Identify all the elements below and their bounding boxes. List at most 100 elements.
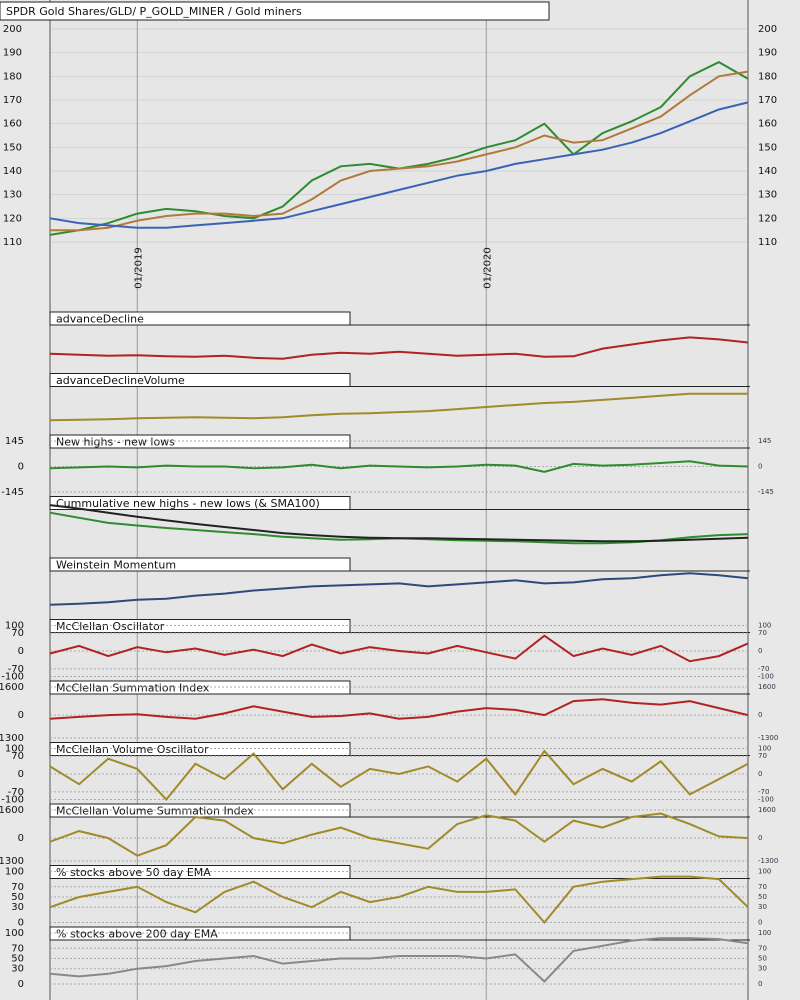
y-tick-label-right: 30: [758, 903, 767, 911]
y-tick-label: 0: [18, 833, 24, 844]
y-tick-label: 180: [3, 71, 22, 82]
y-tick-label: -145: [1, 487, 24, 498]
y-tick-label: 0: [18, 462, 24, 473]
y-tick-label-right: 0: [758, 463, 762, 471]
panel-title: % stocks above 50 day EMA: [56, 866, 211, 879]
series-line: [50, 70, 749, 232]
y-tick-label: 100: [5, 621, 24, 632]
x-tick-label: 01/2019: [133, 247, 144, 289]
y-tick-label: 160: [3, 119, 22, 130]
y-tick-label-right: 50: [758, 893, 767, 901]
series-line: [49, 460, 749, 473]
y-tick-label: 0: [18, 710, 24, 721]
panel-title: New highs - new lows: [56, 436, 175, 449]
panel-title: % stocks above 200 day EMA: [56, 928, 218, 941]
y-tick-label: 100: [5, 744, 24, 755]
y-tick-label: 70: [11, 751, 24, 762]
y-tick-label-right: 100: [758, 622, 771, 630]
y-tick-label-right: 0: [758, 711, 762, 719]
panel-title: Weinstein Momentum: [56, 559, 176, 572]
y-tick-label-right: 30: [758, 965, 767, 973]
y-tick-label-right: -70: [758, 788, 769, 796]
y-tick-label: -100: [1, 795, 24, 806]
y-tick-label: 190: [3, 48, 22, 59]
y-tick-label-right: 1600: [758, 806, 776, 814]
y-tick-label: 0: [18, 979, 24, 990]
y-tick-label-right: 70: [758, 883, 767, 891]
y-tick-label-right: 0: [758, 770, 762, 778]
y-tick-label-right: 140: [758, 166, 777, 177]
y-tick-label-right: 70: [758, 629, 767, 637]
y-tick-label: 150: [3, 142, 22, 153]
y-tick-label: 200: [3, 24, 22, 35]
y-tick-label: 70: [11, 943, 24, 954]
y-tick-label: 100: [5, 928, 24, 939]
panel-title: McClellan Volume Oscillator: [56, 743, 209, 756]
y-tick-label: 30: [11, 964, 24, 975]
panel-title: McClellan Summation Index: [56, 682, 210, 695]
series-line: [49, 336, 749, 360]
series-line: [49, 392, 748, 422]
y-tick-label-right: 0: [758, 980, 762, 988]
y-tick-label: 100: [5, 867, 24, 878]
panel-title: McClellan Volume Summation Index: [56, 805, 254, 818]
y-tick-label: -70: [8, 787, 24, 798]
y-tick-label: 110: [3, 237, 22, 248]
x-tick-label: 01/2020: [482, 247, 493, 289]
series-line: [49, 101, 749, 229]
panel-title-box: [49, 496, 351, 510]
y-tick-label-right: 130: [758, 190, 777, 201]
series-line: [49, 572, 749, 606]
y-tick-label-right: 170: [758, 95, 777, 106]
y-tick-label-right: 1600: [758, 683, 776, 691]
y-tick-label-right: 0: [758, 919, 762, 927]
y-tick-label: 50: [11, 954, 24, 965]
y-tick-label: 30: [11, 902, 24, 913]
y-tick-label-right: 160: [758, 119, 777, 130]
series-line: [49, 812, 749, 857]
y-tick-label-right: 200: [758, 24, 777, 35]
y-tick-label: 70: [11, 628, 24, 639]
panel-title: Cummulative new highs - new lows (& SMA1…: [56, 497, 320, 510]
y-tick-label-right: 100: [758, 868, 771, 876]
y-tick-label: 140: [3, 166, 22, 177]
series-line: [49, 749, 749, 802]
y-tick-label-right: -70: [758, 665, 769, 673]
y-tick-label: -1300: [0, 856, 24, 867]
y-tick-label-right: -100: [758, 796, 774, 804]
y-tick-label: 130: [3, 190, 22, 201]
panel-title: advanceDeclineVolume: [56, 374, 185, 387]
y-tick-label: -1300: [0, 733, 24, 744]
y-tick-label-right: 70: [758, 944, 767, 952]
y-tick-label: 50: [11, 892, 24, 903]
y-tick-label-right: -1300: [758, 857, 778, 865]
panel-title-box: [49, 373, 351, 387]
y-tick-label-right: 100: [758, 929, 771, 937]
panel-title-box: [0, 1, 550, 21]
y-tick-label-right: 100: [758, 745, 771, 753]
y-tick-label: 0: [18, 769, 24, 780]
panel-title-box: [49, 311, 351, 326]
y-tick-label-right: 110: [758, 237, 777, 248]
y-tick-label: 145: [5, 436, 24, 447]
panel-title: McClellan Oscillator: [56, 620, 165, 633]
panel-title: advanceDecline: [56, 313, 144, 326]
series-line: [49, 937, 749, 983]
y-tick-label: 1600: [0, 682, 24, 693]
y-tick-label-right: 180: [758, 71, 777, 82]
y-tick-label: 70: [11, 882, 24, 893]
y-tick-label-right: 145: [758, 437, 771, 445]
panel-title: SPDR Gold Shares/GLD/ P_GOLD_MINER / Gol…: [6, 5, 302, 18]
series-line: [49, 504, 749, 543]
y-tick-label: 1600: [0, 805, 24, 816]
y-tick-label: 0: [18, 646, 24, 657]
y-tick-label-right: -145: [758, 488, 774, 496]
y-tick-label-right: 120: [758, 213, 777, 224]
series-line: [49, 634, 749, 663]
y-tick-label-right: 150: [758, 142, 777, 153]
y-tick-label-right: -100: [758, 673, 774, 681]
y-tick-label-right: 50: [758, 955, 767, 963]
y-tick-label-right: -1300: [758, 734, 778, 742]
y-tick-label: 0: [18, 918, 24, 929]
